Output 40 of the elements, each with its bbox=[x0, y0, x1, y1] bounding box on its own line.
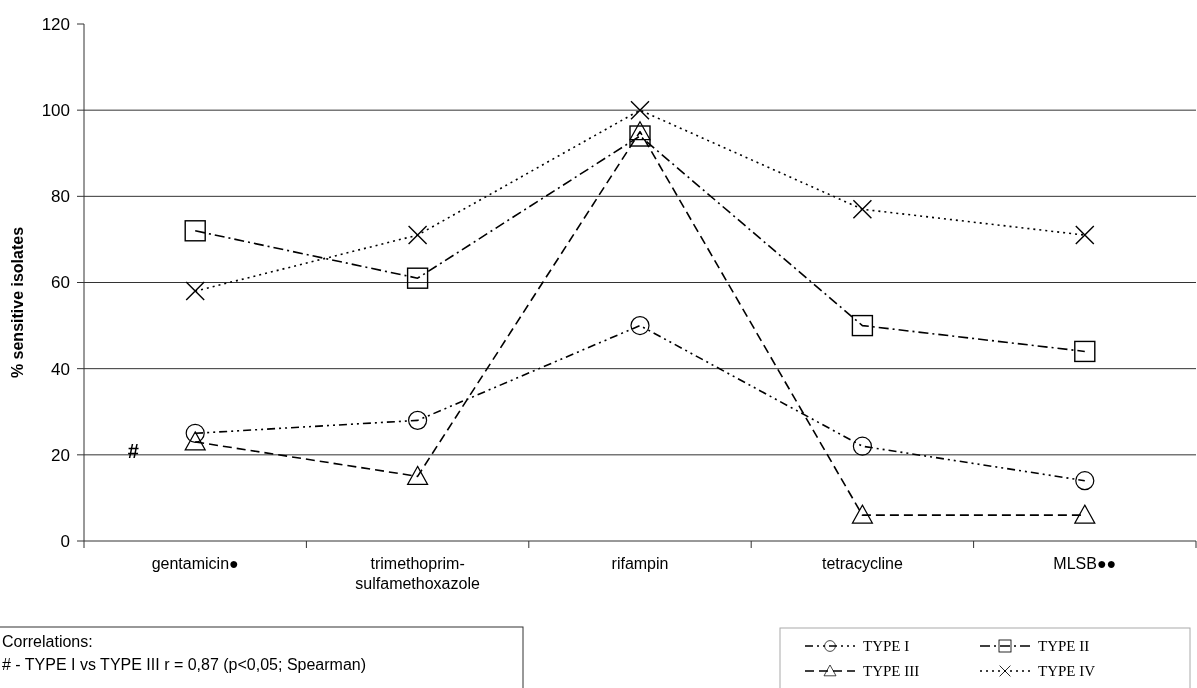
y-tick-label: 100 bbox=[41, 101, 70, 121]
y-tick-label: 120 bbox=[41, 14, 70, 34]
y-tick-label: 60 bbox=[51, 273, 70, 293]
point bbox=[851, 504, 873, 524]
x-tick-label: trimethoprim-sulfamethoxazole bbox=[355, 555, 480, 592]
legend-label: TYPE I bbox=[863, 638, 910, 655]
legend-label: TYPE III bbox=[863, 663, 920, 680]
point bbox=[406, 267, 429, 289]
text: Correlations: bbox=[2, 633, 93, 650]
annotation: # bbox=[127, 439, 139, 462]
point bbox=[630, 100, 650, 120]
y-tick-label: 20 bbox=[51, 445, 70, 465]
x-tick-label: gentamicin● bbox=[151, 555, 239, 572]
point bbox=[851, 314, 874, 337]
point bbox=[408, 410, 428, 430]
point bbox=[629, 125, 651, 147]
point bbox=[630, 315, 650, 336]
y-tick-label: 40 bbox=[51, 359, 70, 379]
text: # - TYPE I vs TYPE III r = 0,87 (p<0,05; Spearman) bbox=[2, 656, 367, 673]
point bbox=[1075, 471, 1095, 491]
point bbox=[407, 465, 429, 485]
point bbox=[184, 431, 206, 451]
point bbox=[852, 199, 873, 219]
point bbox=[407, 225, 428, 245]
point bbox=[629, 121, 651, 141]
y-tick-label: 80 bbox=[51, 187, 70, 207]
point bbox=[185, 423, 205, 443]
x-tick-label: MLSB●● bbox=[1053, 555, 1117, 572]
x-tick-label: rifampin bbox=[611, 555, 669, 572]
point bbox=[1075, 225, 1095, 245]
point bbox=[1074, 504, 1096, 524]
x-tick-label: tetracycline bbox=[821, 555, 903, 572]
point bbox=[1074, 340, 1096, 363]
point bbox=[185, 281, 205, 301]
y-axis-title: % sensitive isolates bbox=[9, 226, 26, 379]
legend-label: TYPE IV bbox=[1038, 663, 1096, 680]
legend-label: TYPE II bbox=[1038, 638, 1090, 655]
y-tick-label: 0 bbox=[60, 531, 70, 551]
point bbox=[184, 220, 206, 242]
point bbox=[852, 436, 872, 456]
